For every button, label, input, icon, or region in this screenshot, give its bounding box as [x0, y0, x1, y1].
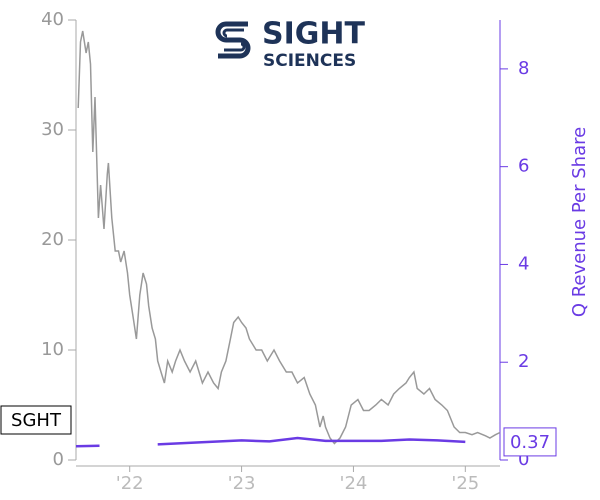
y2-tick-label: 0 — [518, 449, 529, 470]
y2-tick-label: 8 — [518, 58, 529, 79]
logo: SIGHT SCIENCES — [215, 17, 366, 71]
y2-tick-label: 6 — [518, 156, 529, 177]
value-label-box — [503, 427, 557, 457]
logo-icon — [222, 28, 246, 52]
series-line — [77, 30, 501, 445]
series-label-box — [0, 405, 72, 435]
x-tick-label: '25 — [451, 473, 479, 494]
y2-axis-label: Q Revenue Per Share — [569, 127, 590, 317]
y2-tick-label: 4 — [518, 253, 529, 274]
logo-text: SIGHT — [262, 17, 366, 52]
series-line — [75, 436, 466, 448]
x-tick-label: '23 — [228, 473, 256, 494]
logo-icon — [215, 21, 251, 59]
y-tick-label: 30 — [41, 119, 64, 140]
x-tick-label: '22 — [116, 473, 144, 494]
y-tick-label: 10 — [41, 339, 64, 360]
y-tick-label: 0 — [53, 449, 64, 470]
logo-text: SCIENCES — [263, 51, 356, 71]
y2-tick-label: 2 — [518, 351, 529, 372]
value-label: 0.37 — [510, 432, 550, 453]
y-tick-label: 40 — [41, 9, 64, 30]
x-tick-label: '24 — [340, 473, 368, 494]
series-label: SGHT — [11, 410, 62, 431]
y-tick-label: 20 — [41, 229, 64, 250]
